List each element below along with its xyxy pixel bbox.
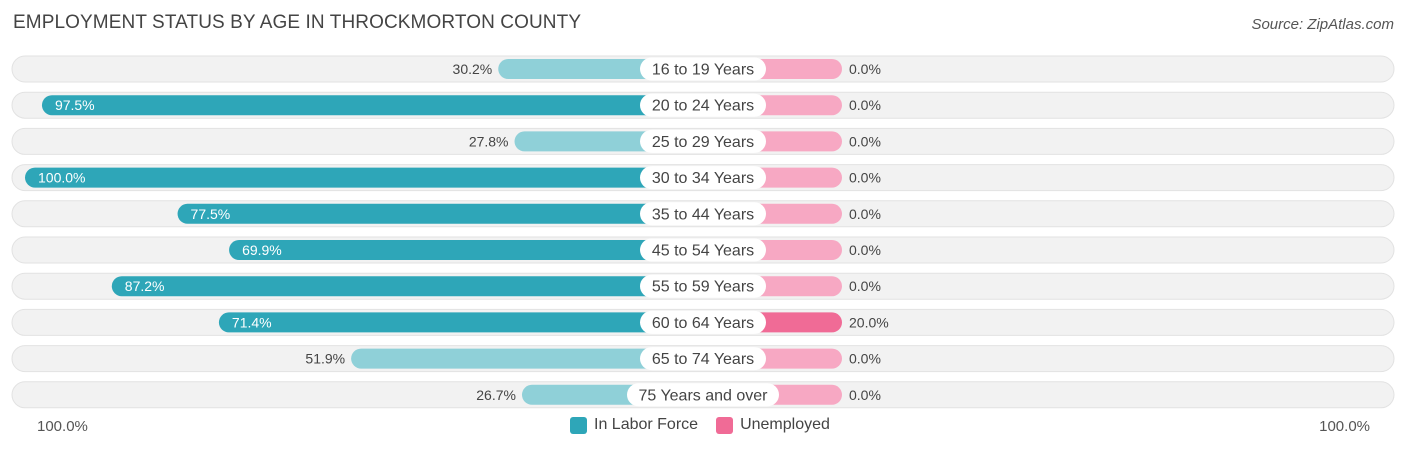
labor-force-bar	[218, 312, 703, 333]
labor-force-value-label: 100.0%	[38, 170, 85, 186]
labor-force-value-label: 77.5%	[191, 206, 231, 222]
category-label: 25 to 29 Years	[652, 134, 754, 151]
labor-force-bar	[111, 276, 703, 297]
labor-force-bar	[41, 95, 703, 116]
labor-force-value-label: 71.4%	[232, 314, 272, 330]
legend-item-labor-force: In Labor Force	[570, 416, 698, 434]
legend-item-unemployed: Unemployed	[716, 416, 830, 434]
unemployed-value-label: 0.0%	[849, 170, 881, 186]
category-pill	[640, 347, 766, 371]
category-label: 35 to 44 Years	[652, 206, 754, 223]
category-pill	[640, 238, 766, 262]
axis-right-label: 100.0%	[1319, 418, 1370, 435]
unemployed-value-label: 0.0%	[849, 206, 881, 222]
legend-label-unemployed: Unemployed	[740, 416, 830, 433]
legend-swatch-unemployed	[716, 416, 734, 434]
category-label: 45 to 54 Years	[652, 243, 754, 260]
unemployed-value-label: 0.0%	[849, 387, 881, 403]
unemployed-value-label: 20.0%	[849, 314, 889, 330]
labor-force-value-label: 30.2%	[453, 61, 493, 77]
labor-force-value-label: 97.5%	[55, 97, 95, 113]
labor-force-value-label: 87.2%	[125, 278, 165, 294]
category-pill	[640, 93, 766, 117]
unemployed-value-label: 0.0%	[849, 61, 881, 77]
category-pill	[627, 383, 779, 407]
labor-force-value-label: 27.8%	[469, 133, 509, 149]
unemployed-value-label: 0.0%	[849, 242, 881, 258]
unemployed-value-label: 0.0%	[849, 278, 881, 294]
source-label: Source: ZipAtlas.com	[1251, 16, 1394, 33]
labor-force-bar	[177, 203, 704, 224]
category-pill	[640, 202, 766, 226]
chart-title: EMPLOYMENT STATUS BY AGE IN THROCKMORTON…	[13, 12, 582, 33]
category-label: 16 to 19 Years	[652, 62, 754, 79]
category-label: 65 to 74 Years	[652, 351, 754, 368]
category-pill	[640, 310, 766, 334]
category-label: 60 to 64 Years	[652, 315, 754, 332]
labor-force-value-label: 51.9%	[305, 351, 345, 367]
labor-force-bar	[351, 348, 703, 369]
legend-label-labor-force: In Labor Force	[594, 416, 699, 433]
axis-left-label: 100.0%	[37, 418, 88, 435]
labor-force-value-label: 69.9%	[242, 242, 282, 258]
category-label: 30 to 34 Years	[652, 170, 754, 187]
unemployed-value-label: 0.0%	[849, 351, 881, 367]
category-pill	[640, 166, 766, 190]
legend-swatch-labor-force	[570, 416, 587, 434]
category-pill	[640, 274, 766, 298]
unemployed-value-label: 0.0%	[849, 133, 881, 149]
legend: In Labor Force Unemployed	[570, 416, 848, 434]
category-pill	[640, 129, 766, 153]
labor-force-bar	[25, 167, 703, 188]
unemployed-value-label: 0.0%	[849, 97, 881, 113]
labor-force-value-label: 26.7%	[476, 387, 516, 403]
category-label: 75 Years and over	[639, 387, 769, 404]
category-label: 55 to 59 Years	[652, 279, 754, 296]
labor-force-bar	[229, 240, 703, 260]
category-pill	[640, 57, 766, 81]
category-label: 20 to 24 Years	[652, 98, 754, 115]
